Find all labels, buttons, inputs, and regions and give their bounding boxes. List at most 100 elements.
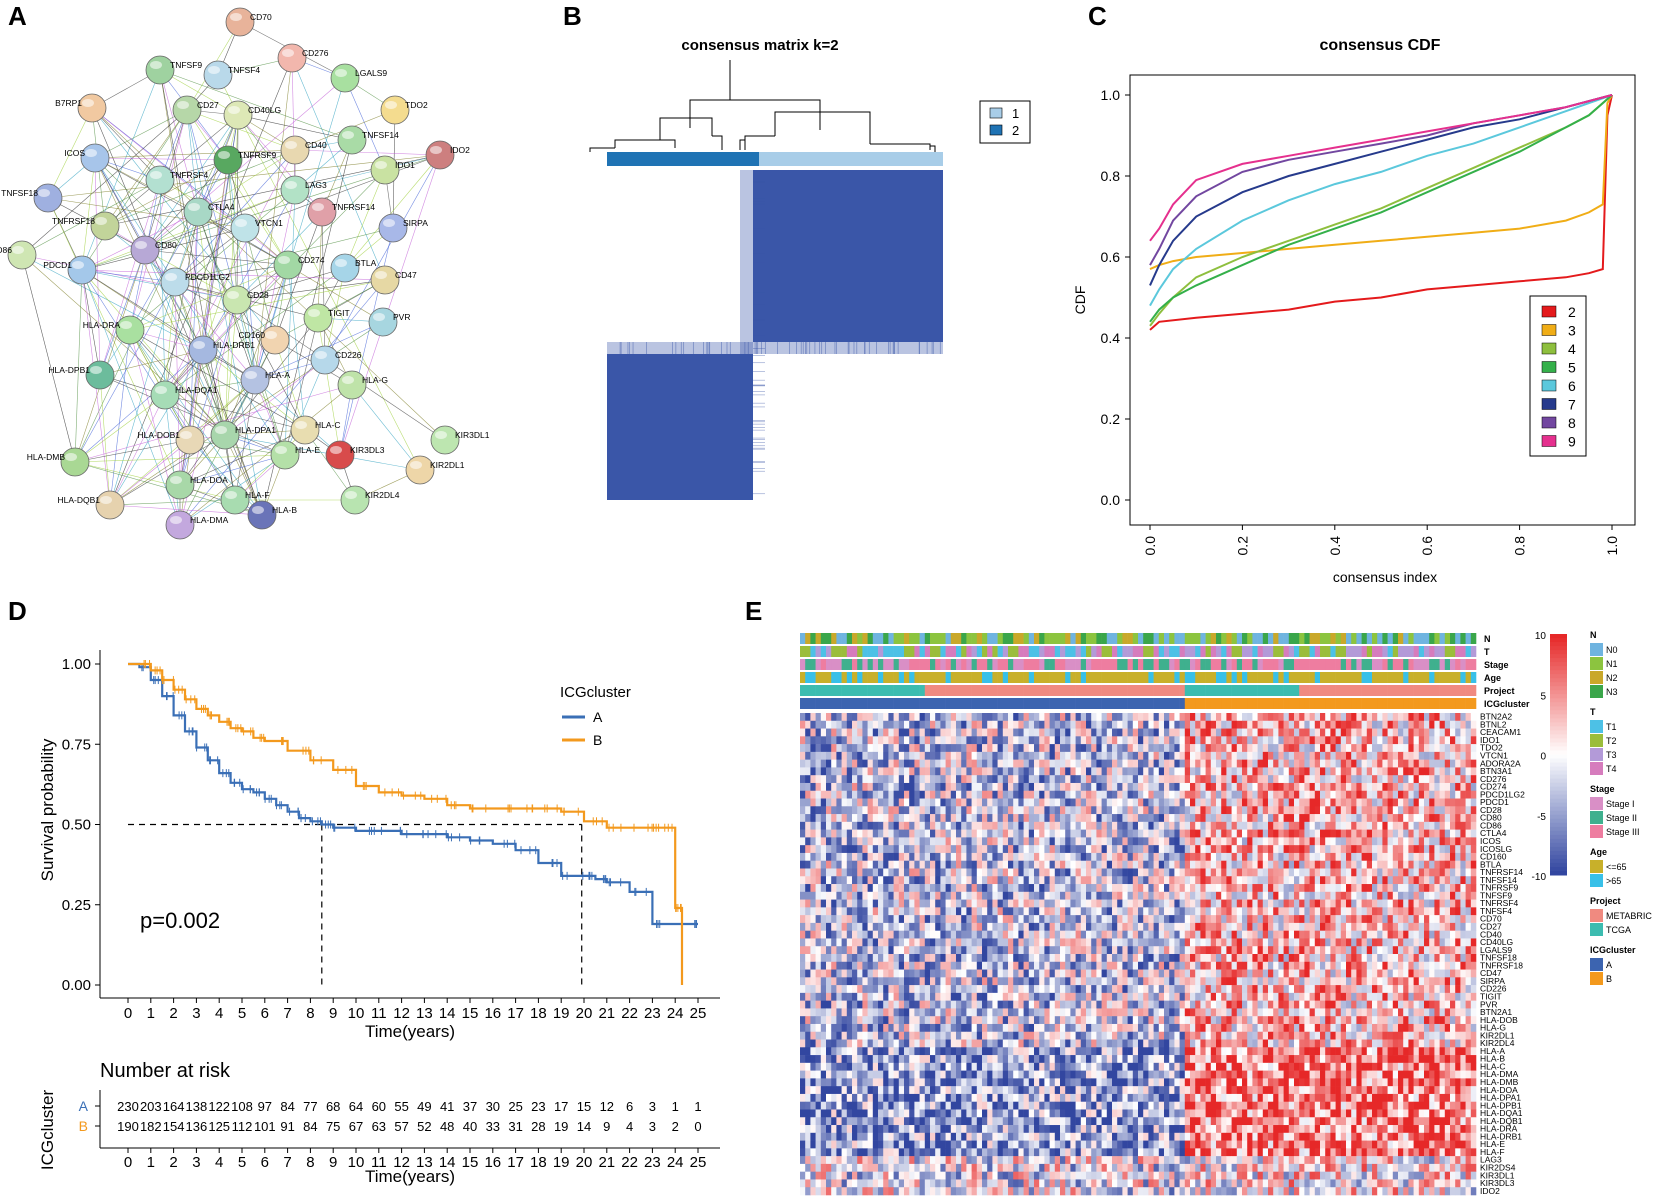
heatmap-cell [1132,736,1139,745]
risk-value-a: 122 [208,1099,230,1114]
heatmap-cell [857,814,863,823]
annot-n-cell [1158,633,1165,644]
heatmap-cell [1356,837,1362,846]
heatmap-cell [1398,736,1404,745]
annot-stage-cell [1054,659,1061,670]
heatmap-cell [1216,852,1222,862]
heatmap-cell [1112,845,1118,854]
annot-t-cell [852,646,858,657]
heatmap-cell [1392,744,1399,753]
heatmap-cell [1106,860,1113,869]
node-highlight [227,291,239,299]
heatmap-cell [1049,728,1056,737]
annot-age-cell [1309,672,1316,683]
annot-t-cell [1299,646,1305,657]
heatmap-cell [1283,852,1290,862]
annot-t-cell [924,646,931,657]
heatmap-cell [1080,884,1087,893]
annot-t-cell [940,646,946,657]
heatmap-cell [1096,720,1102,729]
heatmap-cell [909,868,915,877]
node-label: HLA-G [362,375,388,385]
heatmap-cell [1044,837,1050,846]
node-highlight [383,219,395,227]
heatmap-cell [820,767,827,776]
heatmap-cell [1450,821,1456,830]
annot-t-cell [1190,646,1196,657]
cdf-y-tick-label: 0.2 [1101,411,1121,427]
annot-t-cell [1091,646,1097,657]
heatmap-cell [1294,720,1300,729]
heatmap-cell [841,744,848,753]
km-x-tick-label: 0 [124,1005,132,1022]
heatmap-cell [1221,790,1227,799]
heatmap-cell [1216,790,1222,799]
heatmap-cell [1075,891,1082,900]
km-legend: ICGcluster A B [560,684,631,748]
node-highlight [375,271,387,279]
heatmap-cell [1143,720,1149,729]
heatmap-cell [1096,814,1102,823]
heatmap-cell [1247,744,1253,753]
network-node: SIRPA [378,213,428,243]
heatmap-cell [1148,845,1154,854]
heatmap-cell [1158,884,1165,893]
heatmap-cell [1096,821,1102,830]
network-edge [81,269,101,376]
heatmap-cell [1060,821,1066,830]
annot-t-cell [888,646,894,657]
heatmap-cell [1372,775,1378,784]
heatmap-cell [1382,713,1388,722]
heatmap-cell [1278,744,1284,753]
annot-n-cell [862,633,868,644]
annot-age-cell [1106,672,1113,683]
heatmap-cell [1242,891,1248,900]
heatmap-cell [1252,829,1258,838]
heatmap-cell [1117,767,1123,776]
heatmap-cell [997,852,1004,862]
heatmap-cell [956,713,962,722]
heatmap-cell [1465,713,1472,722]
heatmap-cell [1117,751,1123,760]
heatmap-cell [1247,720,1253,729]
heatmap-cell [1138,821,1144,830]
annot-stage-cell [1195,659,1201,670]
heatmap-cell [1309,806,1316,815]
heatmap-cell [893,806,900,815]
network-node: HLA-G [337,370,388,400]
heatmap-cell [1247,728,1253,737]
node-highlight [155,386,167,394]
node-label: CD86 [0,245,12,255]
heatmap-cell [1086,728,1092,737]
heatmap-cell [1205,806,1212,815]
heatmap-cell [1127,837,1134,846]
heatmap-cell [987,775,993,784]
cdf-legend-label: 6 [1568,378,1576,394]
heatmap-cell [841,720,848,729]
heatmap-cell [815,736,822,745]
heatmap-cell [1210,728,1217,737]
heatmap-cell [1309,876,1316,885]
heatmap-cell [1418,782,1425,792]
heatmap-cell [1257,720,1264,729]
heatmap-cell [924,782,931,792]
heatmap-cell [1304,837,1310,846]
heatmap-cell [893,829,900,838]
heatmap-cell [831,736,837,745]
heatmap-cell [976,775,983,784]
heatmap-cell [1169,806,1175,815]
heatmap-cell [904,744,910,753]
annot-stage-cell [1060,659,1066,670]
heatmap-cell [1013,767,1019,776]
heatmap-cell [1153,821,1160,830]
heatmap-cell [857,876,863,885]
annot-n-cell [1242,633,1248,644]
network-edge [317,211,323,319]
heatmap-cell [810,860,816,869]
annot-age-cell [1158,672,1165,683]
heatmap-cell [862,720,868,729]
annot-cluster-cell [940,698,946,709]
dendrogram [589,60,936,152]
heatmap-cell [1034,767,1040,776]
annot-stage-cell [878,659,884,670]
